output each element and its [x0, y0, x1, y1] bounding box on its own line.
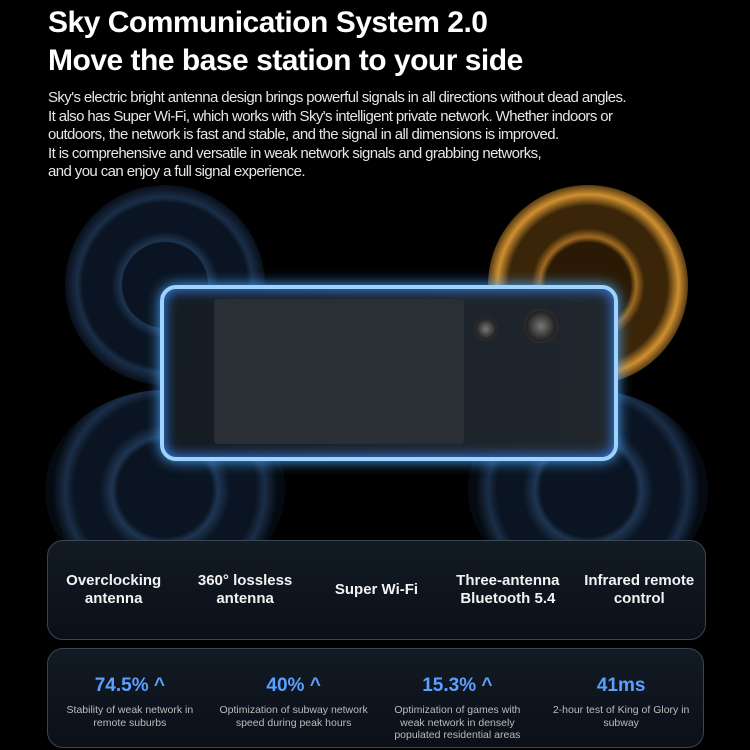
description-line: outdoors, the network is fast and stable… [48, 126, 559, 144]
feature-super-wifi: Super Wi-Fi [334, 581, 419, 598]
camera-icon [524, 309, 558, 343]
stat-desc: Optimization of games with weak network … [394, 704, 521, 741]
stat-value: 15.3% [422, 675, 477, 696]
description-line: It also has Super Wi-Fi, which works wit… [48, 107, 613, 125]
page-subtitle: Move the base station to your side [48, 44, 523, 77]
stats-panel: 74.5% ^ Stability of weak network in remo… [47, 648, 704, 748]
description: Sky's electric bright antenna design bri… [48, 89, 627, 182]
stat-item: 15.3% ^ Optimization of games with weak n… [382, 675, 532, 747]
feature-bluetooth: Three-antenna Bluetooth 5.4 [456, 572, 560, 607]
camera-icon [474, 317, 498, 341]
stat-item: 40% ^ Optimization of subway network spee… [219, 675, 369, 747]
stat-desc: Stability of weak network in remote subu… [66, 704, 194, 729]
feature-infrared: Infrared remote control [584, 572, 695, 607]
feature-360-antenna: 360° lossless antenna [197, 572, 293, 607]
description-line: and you can enjoy a full signal experien… [48, 163, 305, 181]
features-panel: Overclocking antenna 360° lossless antenna… [47, 540, 706, 640]
stat-item: 41ms 2-hour test of King of Glory in subw… [546, 675, 696, 747]
stat-value: 74.5% [94, 675, 149, 696]
feature-overclocking-antenna: Overclocking antenna [66, 572, 162, 607]
stat-desc: Optimization of subway network speed dur… [219, 704, 368, 729]
stat-desc: 2-hour test of King of Glory in subway [552, 704, 690, 729]
up-arrow-icon: ^ [153, 675, 165, 696]
stat-value: 41ms [596, 675, 646, 696]
stat-item: 74.5% ^ Stability of weak network in remo… [55, 675, 205, 747]
description-line: It is comprehensive and versatile in wea… [48, 144, 542, 162]
stat-value: 40% [266, 675, 305, 696]
up-arrow-icon: ^ [481, 675, 493, 696]
phone-internals-image [160, 285, 618, 461]
up-arrow-icon: ^ [309, 675, 321, 696]
description-line: Sky's electric bright antenna design bri… [48, 89, 627, 106]
battery [214, 299, 464, 444]
page-title: Sky Communication System 2.0 [48, 6, 488, 39]
